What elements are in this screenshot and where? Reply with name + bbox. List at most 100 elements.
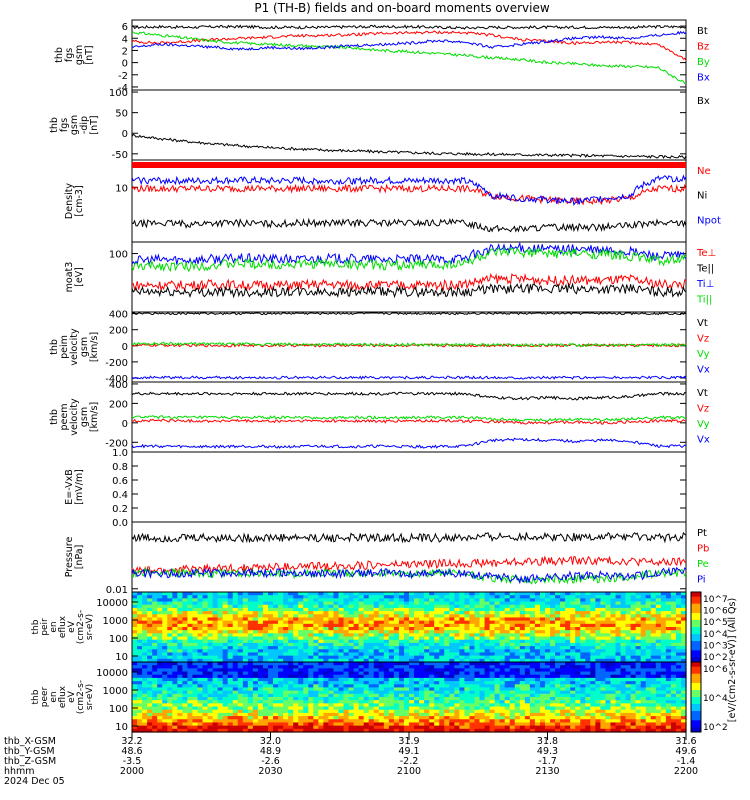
spectrogram-cell	[414, 671, 420, 676]
spectrogram-cell	[358, 604, 365, 609]
spectrogram-cell	[333, 598, 340, 603]
spectrogram-cell	[363, 690, 370, 695]
spectrogram-cell	[464, 658, 471, 663]
spectrogram-cell	[288, 611, 294, 615]
spectrogram-cell	[333, 709, 340, 714]
spectrogram-cell	[247, 706, 254, 711]
spectrogram-cell	[267, 722, 274, 727]
spectrogram-cell	[137, 728, 143, 733]
spectrogram-cell	[192, 623, 199, 628]
spectrogram-cell	[303, 690, 309, 695]
spectrogram-cell	[454, 719, 460, 724]
spectrogram-cell	[474, 658, 481, 663]
spectrogram-cell	[142, 636, 148, 641]
spectrogram-cell	[640, 655, 647, 660]
spectrogram-cell	[167, 725, 173, 730]
spectrogram-cell	[524, 671, 531, 676]
spectrogram-cell	[429, 611, 435, 615]
spectrogram-cell	[132, 639, 138, 644]
spectrogram-cell	[449, 655, 455, 660]
spectrogram-cell	[222, 614, 229, 619]
spectrogram-cell	[182, 598, 188, 603]
spectrogram-cell	[610, 706, 617, 711]
spectrogram-cell	[378, 725, 385, 730]
spectrogram-cell	[378, 671, 385, 676]
spectrogram-cell	[655, 722, 662, 727]
spectrogram-cell	[449, 607, 455, 612]
spectrogram-cell	[605, 722, 612, 727]
spectrogram-cell	[162, 681, 168, 685]
spectrogram-cell	[499, 677, 506, 682]
spectrogram-cell	[137, 607, 143, 612]
spectrogram-cell	[197, 728, 204, 733]
spectrogram-cell	[590, 627, 596, 631]
spectrogram-cell	[655, 712, 662, 717]
spectrogram-cell	[484, 623, 491, 628]
spectrogram-cell	[509, 617, 516, 622]
spectrogram-cell	[288, 642, 294, 647]
spectrogram-cell	[630, 601, 637, 606]
spectrogram-cell	[675, 677, 682, 682]
spectrogram-cell	[504, 706, 511, 711]
spectrogram-cell	[620, 601, 627, 606]
spectrogram-cell	[172, 595, 178, 599]
spectrogram-cell	[162, 623, 168, 628]
spectrogram-cell	[670, 712, 677, 717]
spectrogram-cell	[534, 636, 541, 641]
ylabel-line: [nPa]	[74, 545, 85, 570]
spectrogram-cell	[303, 652, 309, 657]
spectrogram-cell	[273, 674, 279, 679]
spectrogram-cell	[590, 614, 596, 619]
spectrogram-cell	[655, 697, 662, 701]
spectrogram-cell	[217, 697, 224, 701]
spectrogram-cell	[474, 693, 481, 698]
spectrogram-cell	[509, 639, 516, 644]
spectrogram-cell	[147, 642, 153, 647]
spectrogram-cell	[167, 604, 173, 609]
spectrogram-cell	[419, 604, 425, 609]
legend-entry: Vx	[697, 365, 710, 376]
spectrogram-cell	[393, 668, 400, 673]
spectrogram-cell	[650, 639, 657, 644]
spectrogram-cell	[152, 633, 158, 638]
spectrogram-cell	[147, 687, 153, 692]
spectrogram-cell	[177, 598, 183, 603]
spectrogram-cell	[353, 677, 360, 682]
spectrogram-cell	[419, 722, 425, 727]
spectrogram-cell	[182, 617, 188, 622]
spectrogram-cell	[424, 642, 430, 647]
spectrogram-cell	[167, 706, 173, 711]
spectrogram-cell	[212, 633, 219, 638]
spectrogram-cell	[278, 623, 284, 628]
spectrogram-cell	[635, 703, 642, 708]
spectrogram-cell	[449, 693, 455, 698]
spectrogram-cell	[303, 592, 309, 596]
spectrogram-cell	[544, 633, 551, 638]
spectrogram-cell	[162, 709, 168, 714]
spectrogram-cell	[388, 636, 395, 641]
spectrogram-cell	[388, 617, 395, 622]
spectrogram-cell	[650, 703, 657, 708]
spectrogram-cell	[600, 623, 607, 628]
spectrogram-cell	[514, 725, 521, 730]
spectrogram-cell	[222, 703, 229, 708]
spectrogram-cell	[242, 681, 249, 685]
spectrogram-cell	[142, 665, 148, 669]
spectrogram-cell	[162, 614, 168, 619]
spectrogram-cell	[217, 652, 224, 657]
spectrogram-cell	[222, 697, 229, 701]
spectrogram-cell	[469, 665, 476, 669]
spectrogram-cell	[137, 662, 143, 666]
spectrogram-cell	[388, 642, 395, 647]
spectrogram-cell	[383, 630, 390, 634]
spectrogram-cell	[252, 601, 259, 606]
spectrogram-cell	[283, 709, 289, 714]
spectrogram-cell	[484, 719, 491, 724]
spectrogram-cell	[227, 652, 234, 657]
spectrogram-cell	[278, 658, 284, 663]
spectrogram-cell	[640, 668, 647, 673]
spectrogram-cell	[570, 627, 576, 631]
spectrogram-cell	[484, 639, 491, 644]
spectrogram-cell	[368, 592, 375, 596]
spectrogram-cell	[237, 712, 244, 717]
